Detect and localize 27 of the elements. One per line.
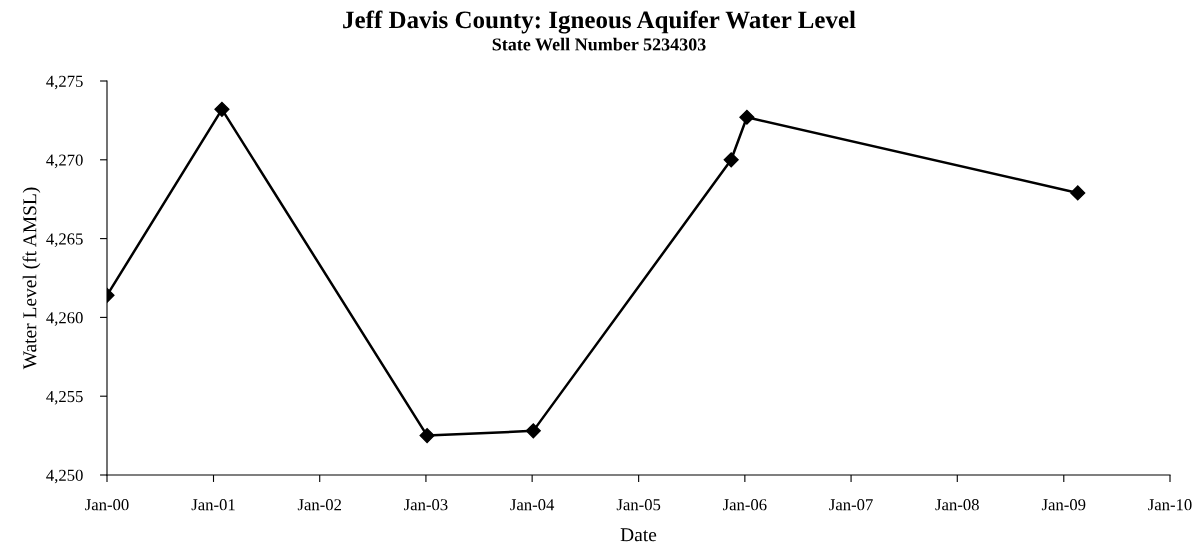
x-axis-title: Date [620,528,657,542]
chart-title: Jeff Davis County: Igneous Aquifer Water Level [343,10,856,34]
y-tick-label: 4,255 [46,390,83,405]
x-tick-label: Jan-03 [404,499,448,511]
chart-subtitle: State Well Number 5234303 [492,37,706,51]
point [739,109,755,125]
x-tick-label: Jan-06 [722,499,767,511]
y-tick-label: 4,250 [46,469,83,484]
point [723,152,739,168]
x-tick-label: Jan-00 [85,499,129,511]
x-tick-label: Jan-09 [1041,499,1086,511]
point [1070,185,1086,201]
x-tick-label: Jan-07 [829,499,873,511]
x-tick-label: Jan-01 [191,499,235,511]
y-tick-label: 4,275 [46,75,83,90]
y-tick-label: 4,260 [46,312,83,326]
x-tick-label: Jan-10 [1148,499,1192,511]
y-tick-label: 4,270 [46,154,83,169]
x-tick-label: Jan-05 [616,499,661,511]
x-tick-label: Jan-08 [935,499,979,511]
x-tick-label: Jan-04 [510,499,555,511]
point [419,428,435,444]
x-tick-label: Jan-02 [297,499,342,511]
y-tick-label: 4,265 [46,233,83,247]
y-axis-title: Water Level (ft AMSL) [22,187,41,370]
point [214,101,230,117]
point [525,423,541,439]
